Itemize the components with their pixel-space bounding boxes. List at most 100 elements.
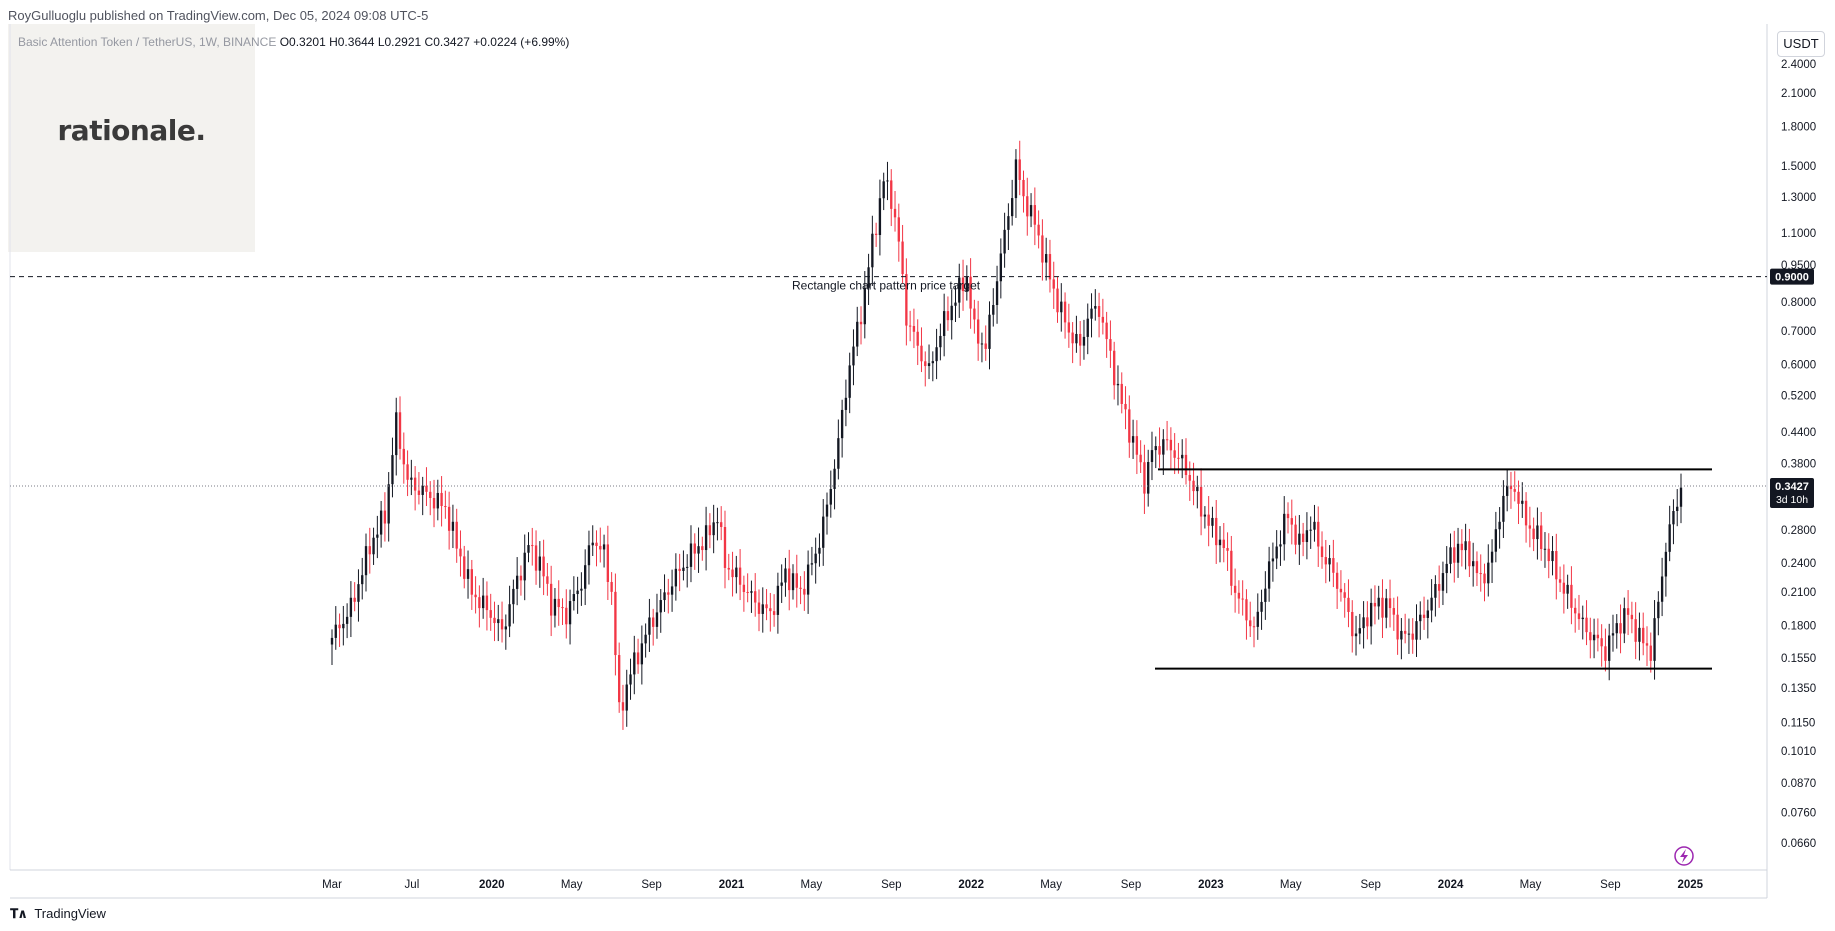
candle-body <box>1407 633 1411 635</box>
candle-body <box>776 585 780 615</box>
candle-body <box>1233 585 1237 593</box>
candle-body <box>519 575 523 581</box>
candle-body <box>1347 597 1350 612</box>
candle-body <box>1536 525 1539 540</box>
candle-body <box>969 276 972 309</box>
candle-body <box>1403 630 1407 634</box>
candle-body <box>727 567 730 570</box>
candle-body <box>1396 614 1399 640</box>
candle-body <box>818 547 821 554</box>
candle-body <box>542 556 545 577</box>
candle-body <box>992 305 995 315</box>
x-tick-label: Jul <box>405 879 420 891</box>
candle-body <box>1543 548 1547 550</box>
y-tick-label: 0.2800 <box>1781 525 1816 537</box>
candle-body <box>1086 318 1089 337</box>
candle-body <box>345 616 349 624</box>
candle-body <box>1385 598 1388 618</box>
candle-body <box>1354 633 1358 637</box>
candle-body <box>652 617 655 627</box>
candle-body <box>621 702 625 711</box>
candle-body <box>788 568 791 591</box>
candle-body <box>1052 279 1055 289</box>
candle-body <box>1592 634 1596 641</box>
candle-body <box>965 276 968 292</box>
candle-body <box>342 623 345 629</box>
candle-body <box>712 522 715 536</box>
candle-body <box>383 510 387 524</box>
x-tick-label: 2021 <box>719 879 745 891</box>
candle-body <box>508 604 511 627</box>
candle-body <box>871 233 874 268</box>
y-tick-label: 2.1000 <box>1781 88 1816 100</box>
price-target-label: Rectangle chart pattern price target <box>792 279 981 293</box>
legend-close: C0.3427 <box>424 35 470 49</box>
candle-body <box>924 361 927 367</box>
candle-body <box>1196 486 1199 492</box>
candle-body <box>429 491 432 498</box>
candle-body <box>1558 579 1562 583</box>
candle-body <box>912 326 916 332</box>
candle-body <box>1506 485 1509 496</box>
candle-body <box>534 545 538 571</box>
candle-body <box>1075 333 1078 344</box>
candle-body <box>1120 383 1123 404</box>
y-tick-label: 0.6000 <box>1781 360 1816 372</box>
candle-body <box>391 455 394 485</box>
candle-body <box>387 484 390 524</box>
candle-body <box>1581 617 1584 620</box>
candle-body <box>1249 620 1252 627</box>
lightning-icon <box>1674 846 1694 866</box>
candle-body <box>1509 485 1513 490</box>
candle-body <box>527 545 530 553</box>
y-tick-label: 0.4400 <box>1781 427 1816 439</box>
candle-body <box>595 542 598 546</box>
y-tick-label: 0.0760 <box>1781 807 1816 819</box>
symbol-title: Basic Attention Token / TetherUS, 1W, BI… <box>18 35 277 49</box>
candle-body <box>625 684 628 711</box>
candle-body <box>670 586 674 595</box>
symbol-legend: Basic Attention Token / TetherUS, 1W, BI… <box>18 35 569 49</box>
candle-body <box>742 584 746 592</box>
candle-body <box>825 504 829 517</box>
candle-body <box>1388 598 1392 609</box>
candle-body <box>1577 613 1581 620</box>
currency-button[interactable]: USDT <box>1777 31 1825 57</box>
tradingview-footer[interactable]: 𝐓∧ TradingView <box>10 906 106 922</box>
candle-body <box>1460 543 1464 551</box>
candle-body <box>1324 557 1327 565</box>
candle-body <box>954 302 957 306</box>
publisher-logo-panel: rationale. <box>8 24 255 252</box>
candle-body <box>1147 461 1150 494</box>
candle-body <box>814 553 817 564</box>
candle-body <box>576 590 579 595</box>
candle-body <box>1521 500 1524 504</box>
x-tick-label: Sep <box>881 879 901 891</box>
candle-body <box>1026 196 1029 217</box>
candle-body <box>493 617 496 624</box>
candle-body <box>810 563 814 565</box>
candle-body <box>1090 308 1093 319</box>
x-tick-label: Sep <box>1121 879 1141 891</box>
candle-body <box>905 274 908 326</box>
candle-body <box>629 674 632 685</box>
candle-body <box>1449 547 1452 564</box>
candle-body <box>708 525 712 536</box>
candle-body <box>1037 224 1040 236</box>
candle-body <box>769 608 772 612</box>
candle-body <box>395 412 398 456</box>
candle-body <box>1600 638 1603 647</box>
candle-body <box>844 397 848 410</box>
candle-body <box>1657 601 1660 619</box>
candle-body <box>799 587 802 589</box>
candle-body <box>459 548 462 557</box>
y-tick-label: 0.2400 <box>1781 558 1816 570</box>
candle-body <box>1664 551 1668 577</box>
x-tick-label: Sep <box>1600 879 1620 891</box>
candle-body <box>515 575 519 589</box>
y-tick-label: 1.8000 <box>1781 121 1816 133</box>
x-tick-label: 2025 <box>1678 879 1704 891</box>
candle-body <box>1056 288 1059 313</box>
candle-body <box>1430 597 1433 611</box>
